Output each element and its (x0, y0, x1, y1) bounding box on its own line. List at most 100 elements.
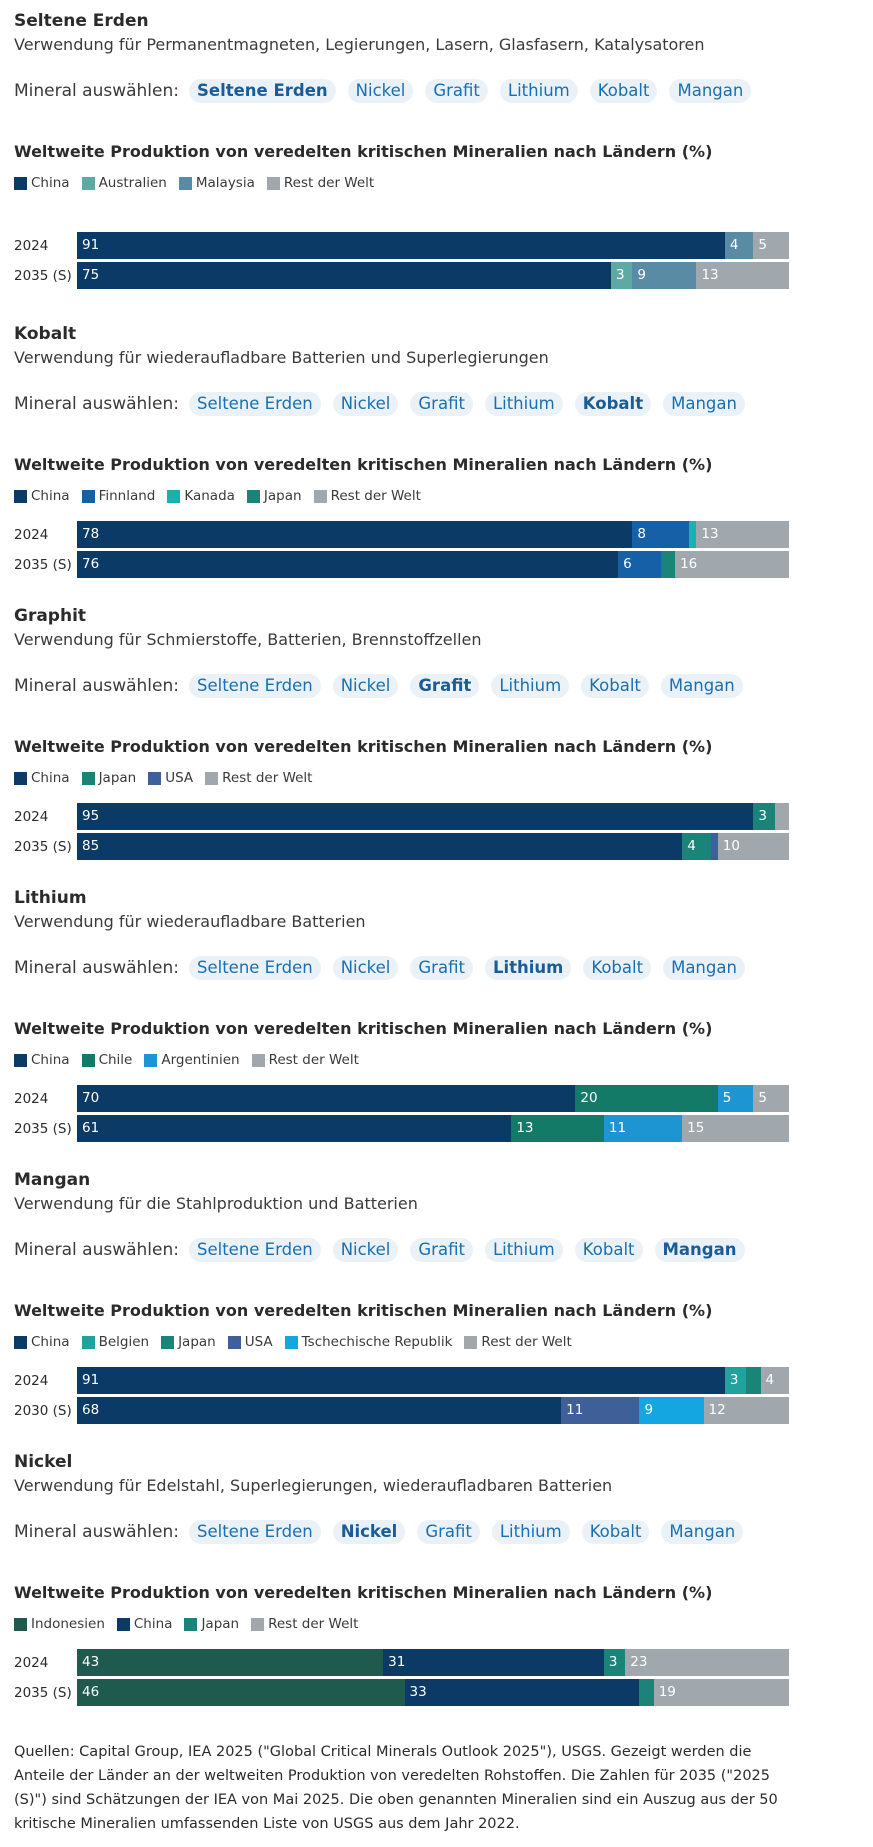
legend-item-finnland: Finnland (81, 488, 155, 504)
legend-swatch (81, 771, 95, 785)
bar-value-label: 19 (658, 1684, 676, 1700)
mineral-tab-mangan[interactable]: Mangan (663, 392, 745, 416)
mineral-tab-nickel[interactable]: Nickel (347, 79, 414, 103)
mineral-tab-nickel[interactable]: Nickel (332, 1238, 399, 1262)
mineral-tab-seltene-erden[interactable]: Seltene Erden (189, 674, 321, 698)
selector-label: Mineral auswählen: (14, 958, 179, 978)
mineral-tab-nickel[interactable]: Nickel (332, 392, 399, 416)
mineral-tab-grafit[interactable]: Grafit (410, 674, 480, 698)
legend-label: Australien (98, 175, 167, 191)
bar-segment-rest-der-welt: 4 (760, 1367, 789, 1394)
mineral-tab-kobalt[interactable]: Kobalt (574, 1238, 643, 1262)
bar-segment-chile: 13 (511, 1115, 604, 1142)
legend-label: Argentinien (161, 1052, 240, 1068)
legend-swatch (144, 1053, 158, 1067)
selector-label: Mineral auswählen: (14, 81, 179, 101)
mineral-selector: Mineral auswählen: Seltene Erden Nickel Gra… (14, 1237, 859, 1263)
bar-segment-china: 70 (77, 1085, 576, 1112)
mineral-tab-grafit[interactable]: Grafit (410, 956, 473, 980)
bar-row: 2035 (S) 46 33 19 (14, 1679, 859, 1706)
legend-swatch (81, 176, 95, 190)
bar-value-label: 6 (623, 556, 632, 572)
legend-swatch (227, 1335, 241, 1349)
legend-label: Rest der Welt (481, 1334, 572, 1350)
row-label: 2035 (S) (14, 1684, 72, 1701)
bar-segment-china: 68 (77, 1397, 562, 1424)
mineral-selector: Mineral auswählen: Seltene Erden Nickel Gra… (14, 955, 859, 981)
mineral-tab-grafit[interactable]: Grafit (410, 1238, 473, 1262)
row-label: 2024 (14, 1654, 49, 1671)
mineral-tab-kobalt[interactable]: Kobalt (581, 674, 649, 698)
bar-row: 2024 43 31 3 23 (14, 1649, 859, 1676)
legend-swatch (284, 1335, 298, 1349)
mineral-tab-lithium[interactable]: Lithium (499, 79, 578, 103)
legend-label: Indonesien (31, 1616, 105, 1632)
legend-item-rest-der-welt: Rest der Welt (266, 175, 374, 191)
bar-value-label: 3 (616, 267, 625, 283)
mineral-tab-nickel[interactable]: Nickel (332, 956, 399, 980)
bar-segment-usa (710, 833, 718, 860)
legend-item-rest-der-welt: Rest der Welt (464, 1334, 572, 1350)
bar-value-label: 13 (701, 267, 719, 283)
legend-item-china: China (116, 1616, 172, 1632)
mineral-tab-seltene-erden[interactable]: Seltene Erden (189, 1520, 321, 1544)
legend-swatch (81, 1335, 95, 1349)
bar-value-label: 9 (644, 1402, 654, 1418)
mineral-tab-grafit[interactable]: Grafit (410, 392, 473, 416)
mineral-tab-mangan[interactable]: Mangan (654, 1238, 745, 1262)
mineral-tab-mangan[interactable]: Mangan (661, 1520, 744, 1544)
mineral-tab-nickel[interactable]: Nickel (332, 674, 399, 698)
legend-label: China (31, 488, 70, 504)
chart-title: Weltweite Produktion von veredelten krit… (14, 1301, 713, 1320)
mineral-tab-lithium[interactable]: Lithium (484, 956, 572, 980)
row-label: 2024 (14, 1090, 49, 1107)
mineral-selector: Mineral auswählen: Seltene Erden Nickel Gra… (14, 78, 859, 104)
legend-label: Chile (98, 1052, 133, 1068)
mineral-tab-lithium[interactable]: Lithium (491, 674, 570, 698)
mineral-tab-grafit[interactable]: Grafit (417, 1520, 480, 1544)
mineral-tab-kobalt[interactable]: Kobalt (583, 956, 652, 980)
legend-swatch (14, 176, 27, 190)
chart-legend: China Finnland Kanada Japan Rest der Welt (14, 487, 859, 505)
bar-segment-rest-der-welt: 10 (717, 833, 789, 860)
mineral-tab-kobalt[interactable]: Kobalt (589, 79, 658, 103)
row-label: 2035 (S) (14, 1120, 72, 1137)
legend-swatch (14, 1053, 27, 1067)
chart-title: Weltweite Produktion von veredelten krit… (14, 1019, 713, 1038)
mineral-tab-lithium[interactable]: Lithium (491, 1520, 570, 1544)
bar-row: 2024 78 8 13 (14, 521, 859, 548)
legend-swatch (116, 1617, 130, 1631)
chart-title: Weltweite Produktion von veredelten krit… (14, 737, 713, 756)
mineral-section: Lithium Verwendung für wiederaufladbare B… (14, 887, 859, 1145)
mineral-tab-lithium[interactable]: Lithium (484, 1238, 563, 1262)
mineral-tab-seltene-erden[interactable]: Seltene Erden (189, 392, 321, 416)
row-label: 2024 (14, 808, 49, 825)
bar-value-label: 61 (82, 1120, 100, 1136)
legend-label: Rest der Welt (330, 488, 421, 504)
mineral-tab-seltene-erden[interactable]: Seltene Erden (189, 956, 321, 980)
bar-segment-japan: 4 (682, 833, 711, 860)
mineral-tab-mangan[interactable]: Mangan (660, 674, 743, 698)
bar-row: 2024 70 20 5 5 (14, 1085, 859, 1112)
bar-segment-indonesien: 46 (77, 1679, 405, 1706)
mineral-tab-mangan[interactable]: Mangan (669, 79, 752, 103)
legend-item-china: China (14, 175, 70, 191)
bar-segment-japan (639, 1679, 654, 1706)
legend-swatch (266, 176, 280, 190)
legend-swatch (184, 1617, 198, 1631)
mineral-tab-seltene-erden[interactable]: Seltene Erden (189, 1238, 321, 1262)
stacked-bar: 91 3 4 (77, 1367, 789, 1394)
mineral-tab-lithium[interactable]: Lithium (484, 392, 563, 416)
chart-title: Weltweite Produktion von veredelten krit… (14, 455, 713, 474)
bar-rows: 2024 91 3 4 2030 (S) 68 11 9 12 (14, 1367, 859, 1424)
mineral-tab-kobalt[interactable]: Kobalt (574, 392, 652, 416)
mineral-tab-seltene-erden[interactable]: Seltene Erden (189, 79, 336, 103)
bar-segment-japan: 3 (603, 1649, 626, 1676)
mineral-tab-grafit[interactable]: Grafit (425, 79, 488, 103)
mineral-usage: Verwendung für Schmierstoffe, Batterien,… (14, 630, 482, 649)
bar-row: 2035 (S) 85 4 10 (14, 833, 859, 860)
mineral-tab-kobalt[interactable]: Kobalt (581, 1520, 650, 1544)
mineral-tab-nickel[interactable]: Nickel (332, 1520, 406, 1544)
mineral-tab-mangan[interactable]: Mangan (663, 956, 745, 980)
bar-value-label: 15 (687, 1120, 705, 1136)
